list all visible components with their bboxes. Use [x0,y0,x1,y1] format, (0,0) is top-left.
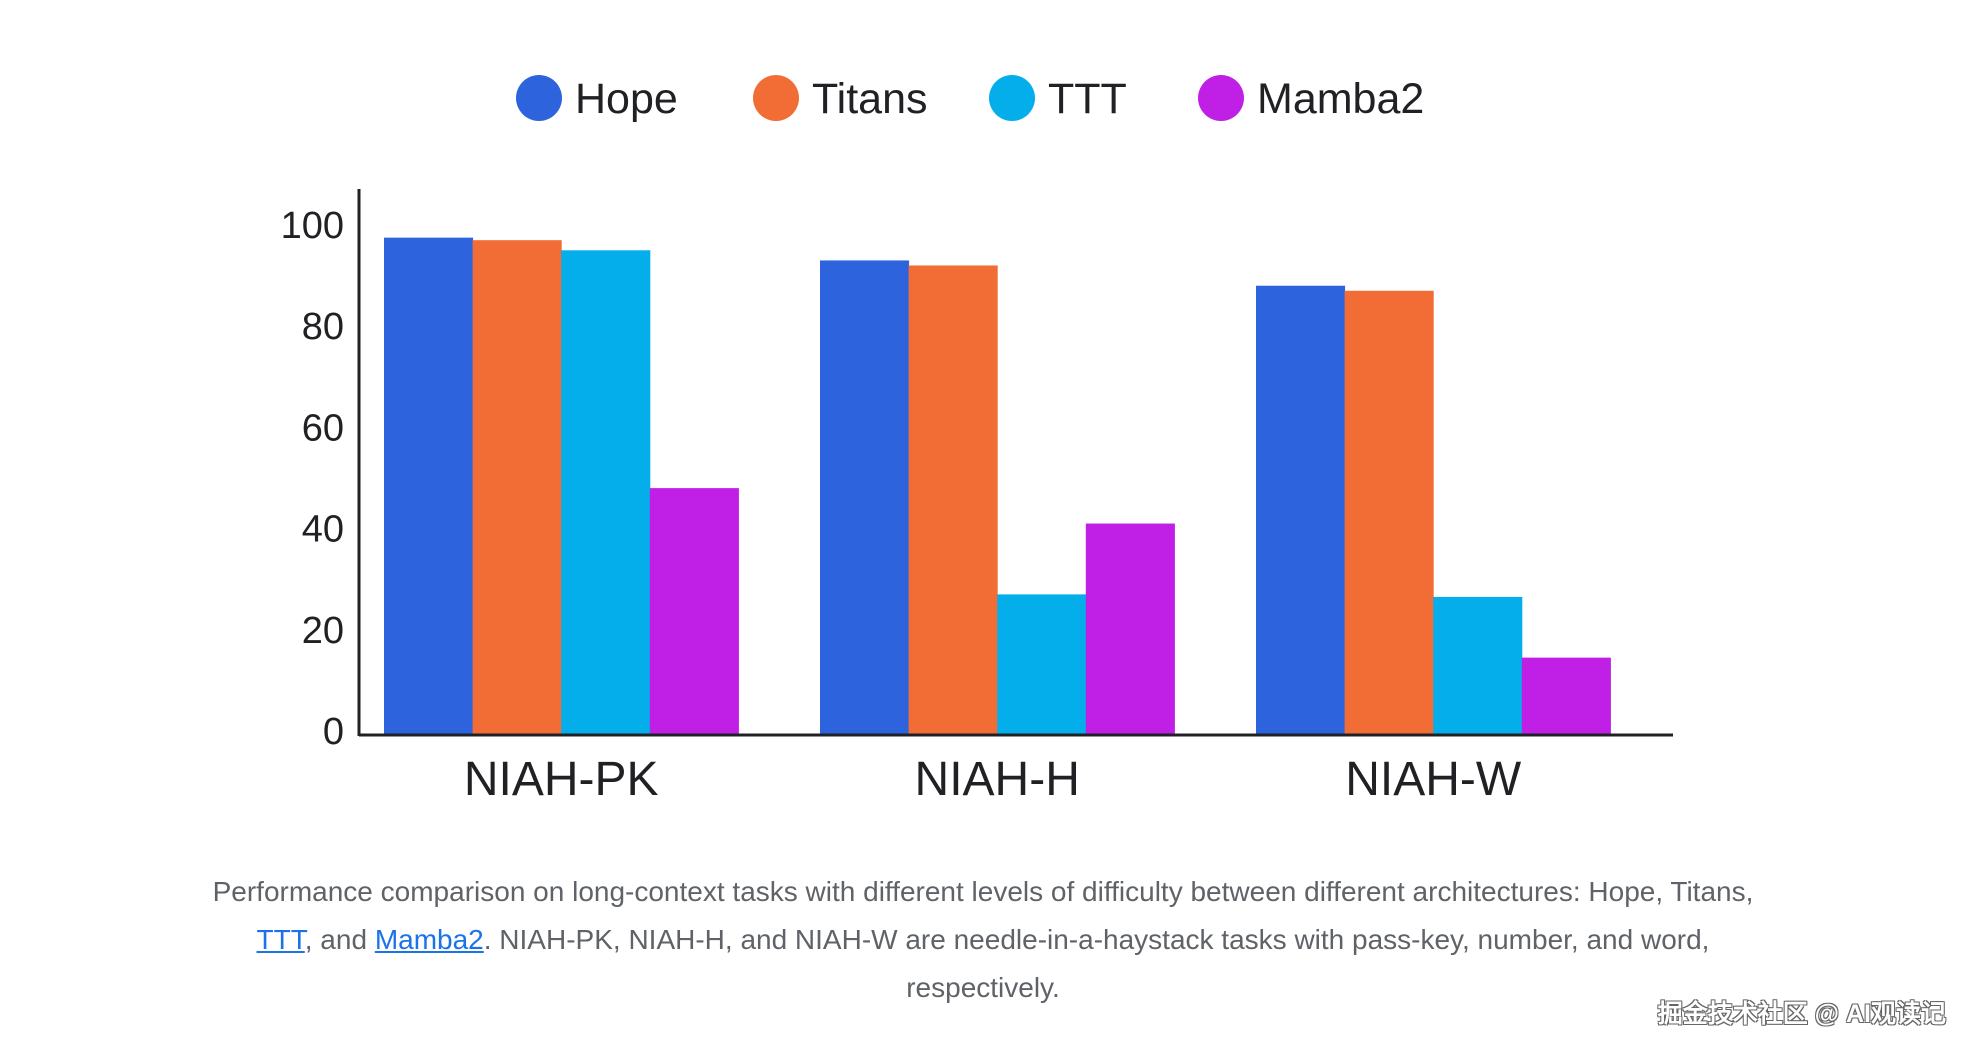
legend-marker-titans [753,75,799,121]
figure-caption: Performance comparison on long-context t… [200,868,1766,1012]
legend-label-ttt: TTT [1048,75,1127,123]
bar-chart: Hope Titans TTT Mamba2 NIAH-PK NIAH-H NIAH-W 0 2… [281,75,1673,806]
bar-hope-niah-h [820,260,910,735]
bar-mamba2-niah-w [1521,657,1611,735]
y-tick-label: 100 [281,205,344,247]
mamba2-link[interactable]: Mamba2 [374,924,484,955]
legend-label-titans: Titans [812,75,928,123]
y-tick-label: 20 [302,610,344,652]
bar-hope-niah-pk [384,237,474,735]
bar-titans-niah-pk [472,240,562,735]
legend-marker-hope [516,75,562,121]
caption-text: . NIAH-PK, NIAH-H, and NIAH-W are needle… [483,924,1710,1003]
x-tick-label: NIAH-W [1345,753,1522,806]
y-tick-label: 0 [323,711,344,753]
y-tick-label: 60 [302,407,344,449]
bar-mamba2-niah-pk [649,488,739,735]
caption-text: , and [304,924,375,955]
bar-ttt-niah-pk [561,250,651,736]
bar-hope-niah-w [1256,285,1346,735]
legend-marker-ttt [989,75,1035,121]
legend-label-hope: Hope [575,75,678,123]
x-tick-label: NIAH-H [915,753,1080,806]
bar-titans-niah-w [1344,290,1434,735]
legend-label-mamba2: Mamba2 [1257,75,1424,123]
ttt-link[interactable]: TTT [256,924,305,955]
bar-ttt-niah-w [1433,596,1523,735]
bar-mamba2-niah-h [1085,523,1175,735]
x-tick-label: NIAH-PK [464,753,659,806]
legend-marker-mamba2 [1198,75,1244,121]
y-tick-label: 40 [302,509,344,551]
bar-titans-niah-h [908,265,998,735]
caption-text: Performance comparison on long-context t… [212,876,1754,907]
watermark: 掘金技术社区 @ AI观读记 [1657,1000,1946,1028]
bar-ttt-niah-h [997,594,1087,735]
y-tick-label: 80 [302,306,344,348]
